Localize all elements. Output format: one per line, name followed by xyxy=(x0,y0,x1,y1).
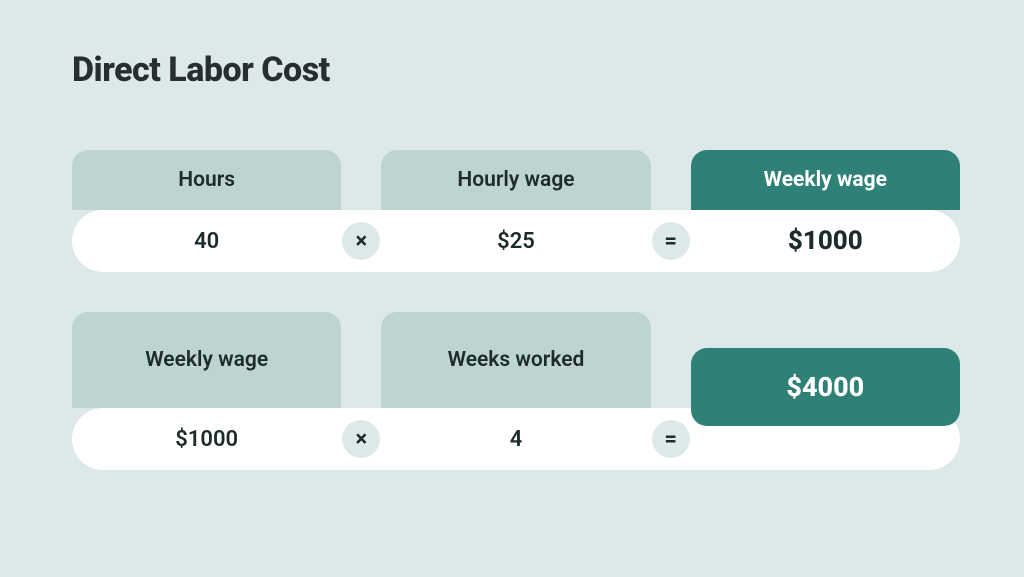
hourly-wage-cell: Hourly wage $25 xyxy=(381,150,650,272)
weeks-worked-value: 4 xyxy=(381,408,650,470)
equals-icon: = xyxy=(652,420,690,458)
multiply-operator: × xyxy=(341,150,381,272)
hours-value: 40 xyxy=(72,210,341,272)
page-title: Direct Labor Cost xyxy=(72,50,960,90)
hours-header: Hours xyxy=(72,150,341,210)
hourly-wage-value: $25 xyxy=(381,210,650,272)
equals-icon: = xyxy=(652,222,690,260)
weekly-wage-input-header: Weekly wage xyxy=(72,312,341,408)
equation-row-2: Weekly wage $1000 × Weeks worked 4 = $40… xyxy=(72,312,960,470)
multiply-operator: × xyxy=(341,312,381,470)
equals-operator: = xyxy=(651,312,691,470)
hourly-wage-header: Hourly wage xyxy=(381,150,650,210)
equation-columns: Weekly wage $1000 × Weeks worked 4 = $40… xyxy=(72,312,960,470)
hours-cell: Hours 40 xyxy=(72,150,341,272)
multiply-icon: × xyxy=(342,222,380,260)
weeks-worked-cell: Weeks worked 4 xyxy=(381,312,650,470)
canvas: Direct Labor Cost Hours 40 × Hourly wage… xyxy=(0,0,1024,577)
weekly-wage-header: Weekly wage xyxy=(691,150,960,210)
weekly-wage-cell: Weekly wage $1000 xyxy=(691,150,960,272)
weeks-worked-header: Weeks worked xyxy=(381,312,650,408)
multiply-icon: × xyxy=(342,420,380,458)
weekly-wage-value: $1000 xyxy=(691,210,960,272)
total-cost-cell: $4000 xyxy=(691,312,960,470)
weekly-wage-input-cell: Weekly wage $1000 xyxy=(72,312,341,470)
equals-operator: = xyxy=(651,150,691,272)
equation-columns: Hours 40 × Hourly wage $25 = Weekly wage… xyxy=(72,150,960,272)
equation-row-1: Hours 40 × Hourly wage $25 = Weekly wage… xyxy=(72,150,960,272)
total-cost-pill: $4000 xyxy=(691,348,960,426)
weekly-wage-input-value: $1000 xyxy=(72,408,341,470)
